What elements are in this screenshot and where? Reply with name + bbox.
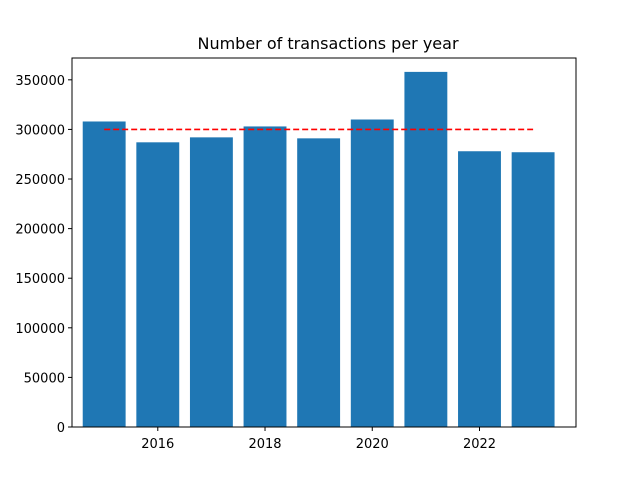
bar-2016 [136, 142, 180, 427]
bar-2017 [189, 137, 233, 427]
chart-title: Number of transactions per year [197, 34, 458, 53]
bar-2023 [511, 152, 555, 427]
y-tick-label: 50000 [24, 371, 65, 386]
y-axis: 0 50000 100000 150000 200000 250000 300000 3500… [15, 74, 72, 436]
x-tick-label: 2020 [356, 437, 389, 452]
bar-2015 [82, 121, 126, 427]
plot-frame [71, 57, 577, 428]
x-tick-label: 2022 [463, 437, 496, 452]
bar-2022 [458, 151, 501, 427]
y-tick-label: 200000 [15, 223, 65, 238]
x-axis: 2016 2018 2020 2022 [141, 427, 496, 452]
bar-2019 [297, 138, 341, 427]
y-tick-label: 250000 [15, 173, 65, 188]
y-tick-label: 350000 [15, 74, 65, 89]
bar-2021 [404, 71, 448, 428]
x-tick-label: 2016 [141, 437, 174, 452]
y-tick-label: 300000 [15, 123, 65, 138]
bars-group [82, 71, 555, 428]
y-tick-label: 0 [57, 421, 65, 436]
y-tick-label: 150000 [15, 272, 65, 287]
bar-2018 [243, 126, 287, 428]
x-tick-label: 2018 [248, 437, 281, 452]
y-tick-label: 100000 [15, 322, 65, 337]
bar-2020 [350, 119, 394, 427]
